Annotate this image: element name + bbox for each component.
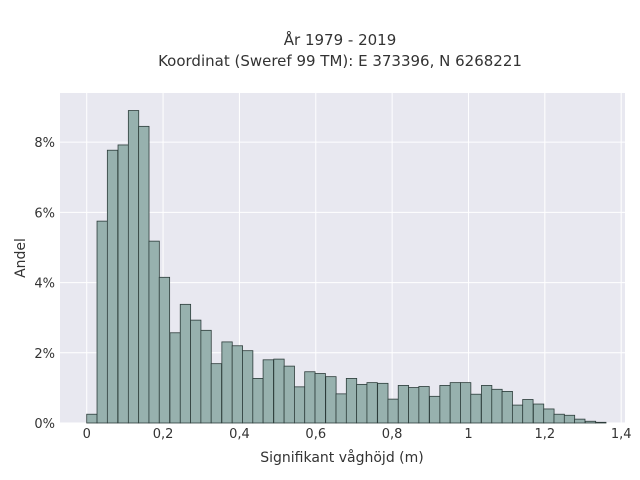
histogram-bar [106, 149, 119, 424]
chart-title-line2: Koordinat (Sweref 99 TM): E 373396, N 62… [158, 52, 522, 70]
x-tick-label: 1 [464, 427, 472, 442]
histogram-bar [481, 385, 493, 424]
histogram-bar [563, 414, 576, 424]
histogram-bar [449, 382, 461, 424]
histogram-bar [501, 391, 513, 424]
histogram-bar [418, 386, 430, 424]
histogram-bar [397, 385, 410, 424]
histogram-bar [543, 408, 555, 424]
histogram-bar [127, 110, 140, 424]
histogram-bar [262, 359, 274, 424]
histogram-bar [283, 365, 295, 424]
x-axis-label: Signifikant våghöjd (m) [260, 449, 423, 466]
histogram-bar [200, 329, 212, 424]
y-tick-label: 2% [34, 347, 55, 362]
y-tick-label: 8% [34, 136, 55, 151]
histogram-bar [293, 386, 306, 424]
histogram-bar [169, 332, 181, 424]
histogram-bar [158, 276, 171, 424]
histogram-bar [231, 345, 243, 424]
histogram-bar [138, 125, 150, 424]
histogram-bar [96, 220, 108, 424]
histogram-bar [595, 421, 607, 424]
chart-title-line1: År 1979 - 2019 [284, 30, 397, 49]
histogram-bar [190, 319, 202, 424]
y-tick-label: 4% [34, 277, 55, 292]
histogram-bar [408, 387, 420, 424]
histogram-bar [553, 413, 565, 424]
histogram-bar [377, 382, 389, 424]
histogram-bar [242, 350, 254, 424]
histogram-bar [345, 378, 358, 424]
x-tick-label: 0 [83, 427, 91, 442]
histogram-bar [335, 393, 347, 424]
x-tick-label: 0,6 [305, 427, 326, 442]
y-tick-label: 0% [34, 417, 55, 432]
histogram-bar [574, 418, 586, 424]
histogram-bar [304, 371, 316, 424]
histogram-bar [117, 144, 129, 424]
y-axis-ticks: 0% 2% 4% 6% 8% [34, 136, 55, 432]
x-tick-label: 0,4 [229, 427, 250, 442]
histogram-bar [532, 403, 545, 424]
histogram-bar [179, 303, 192, 424]
histogram-bar [273, 358, 285, 424]
histogram-bar [325, 376, 337, 424]
histogram-bar [470, 393, 482, 424]
histogram-bar [86, 413, 98, 424]
histogram-bar [429, 395, 441, 424]
y-tick-label: 6% [34, 206, 55, 221]
histogram-bar [252, 378, 264, 424]
histogram-bar [148, 240, 160, 424]
x-tick-label: 0,8 [382, 427, 403, 442]
histogram-bar [314, 373, 326, 424]
histogram-bar [387, 398, 399, 424]
x-tick-label: 0,2 [153, 427, 174, 442]
histogram-bar [460, 382, 472, 424]
histogram-bar [356, 383, 368, 424]
histogram-bar [584, 420, 597, 424]
histogram-bar [221, 341, 233, 424]
histogram-bar [439, 385, 451, 424]
histogram-bar [366, 382, 378, 424]
histogram-bar [210, 363, 222, 424]
histogram-bars [86, 110, 607, 424]
x-tick-label: 1,4 [611, 427, 632, 442]
histogram-bar [511, 404, 524, 424]
y-axis-label: Andel [13, 238, 29, 278]
histogram-bar [522, 399, 534, 424]
x-tick-label: 1,2 [534, 427, 555, 442]
histogram-bar [491, 388, 503, 424]
x-axis-ticks: 0 0,2 0,4 0,6 0,8 1 1,2 1,4 [83, 427, 632, 442]
